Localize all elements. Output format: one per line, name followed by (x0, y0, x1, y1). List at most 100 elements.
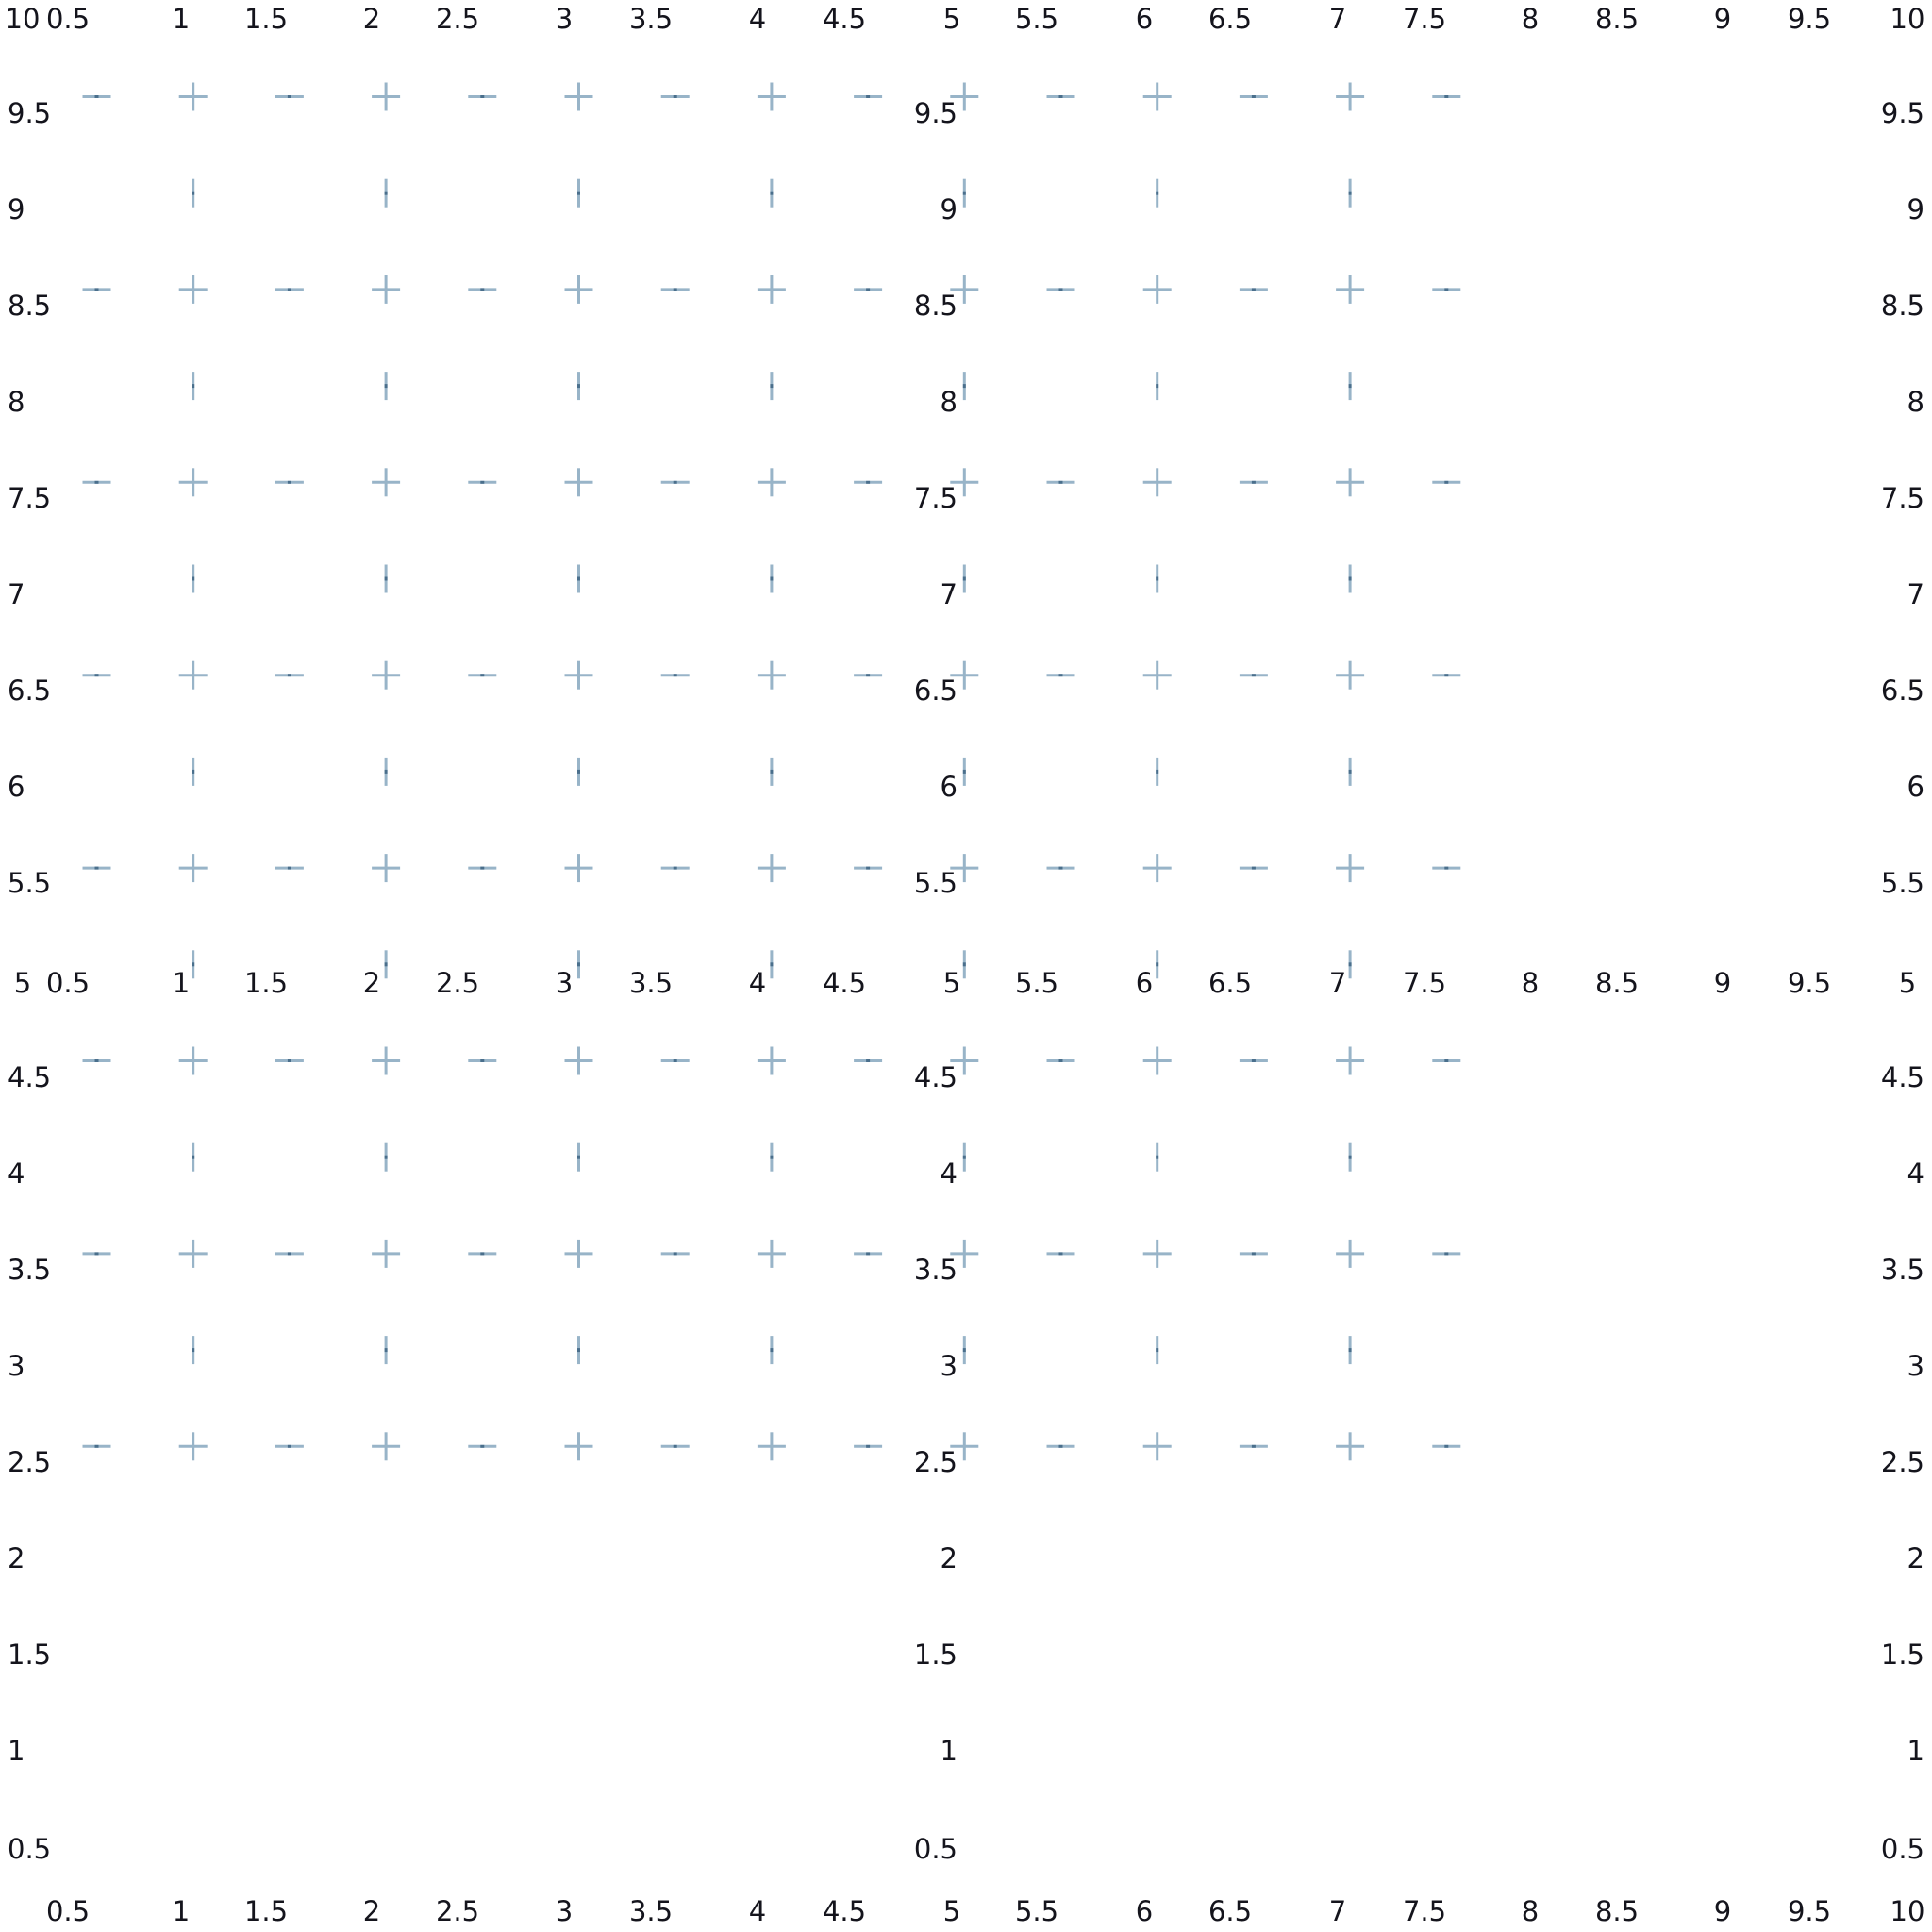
plus-mark (950, 1432, 979, 1461)
right-y-label: 4.5 (1881, 1061, 1924, 1093)
middle-x-label: 2 (363, 967, 380, 999)
left-y-label: 8.5 (8, 290, 51, 322)
plus-mark (564, 1432, 593, 1461)
plus-mark (1336, 1046, 1365, 1075)
right-y-label: 0.5 (1881, 1833, 1924, 1865)
plus-mark (564, 1239, 593, 1268)
top-x-label: 7 (1329, 3, 1346, 35)
plus-mark (372, 468, 401, 497)
bottom-x-label: 9 (1714, 1895, 1731, 1927)
bottom-x-label: 7.5 (1403, 1895, 1446, 1927)
bottom-x-label: 2 (363, 1895, 380, 1927)
bottom-x-label: 0.5 (46, 1895, 90, 1927)
middle-x-label: 1 (173, 967, 190, 999)
top-x-label: 8.5 (1595, 3, 1639, 35)
bottom-x-label: 4 (749, 1895, 766, 1927)
plus-mark (757, 1046, 786, 1075)
plus-mark (178, 854, 208, 883)
left-y-label: 1.5 (8, 1639, 51, 1671)
left-y-label: 3 (8, 1350, 25, 1382)
plus-mark (178, 1432, 208, 1461)
plus-mark (950, 275, 979, 304)
left-y-label: 7.5 (8, 482, 51, 514)
plus-mark (1336, 82, 1365, 111)
plus-mark (178, 82, 208, 111)
plus-mark (1336, 1432, 1365, 1461)
left-y-label: 6.5 (8, 675, 51, 707)
plus-mark (950, 660, 979, 690)
center-y-label: 7 (941, 578, 958, 610)
plus-mark (950, 1046, 979, 1075)
right-y-label: 8 (1907, 386, 1924, 418)
middle-x-label: 2.5 (436, 967, 479, 999)
middle-x-label: 9.5 (1788, 967, 1831, 999)
plus-mark (757, 275, 786, 304)
top-x-label: 8 (1522, 3, 1539, 35)
middle-x-label: 8 (1522, 967, 1539, 999)
right-y-label: 6.5 (1881, 675, 1924, 707)
center-y-label: 0.5 (914, 1833, 958, 1865)
left-y-label: 0.5 (8, 1833, 51, 1865)
middle-x-label: 3 (556, 967, 573, 999)
plus-mark (1336, 1239, 1365, 1268)
bottom-x-label: 10 (1890, 1895, 1925, 1927)
plus-mark (757, 1239, 786, 1268)
left-y-label: 9.5 (8, 97, 51, 129)
middle-x-label: 1.5 (244, 967, 288, 999)
top-x-label: 2 (363, 3, 380, 35)
right-y-label: 9.5 (1881, 97, 1924, 129)
bottom-x-label: 5 (943, 1895, 960, 1927)
plus-mark (1336, 275, 1365, 304)
left-y-label: 4.5 (8, 1061, 51, 1093)
plus-mark (178, 468, 208, 497)
top-x-label: 1.5 (244, 3, 288, 35)
right-y-label: 6 (1907, 771, 1924, 803)
left-y-label: 9 (8, 193, 25, 225)
plus-mark (757, 1432, 786, 1461)
top-x-label: 5 (943, 3, 960, 35)
top-x-label: 10 (6, 3, 41, 35)
left-y-label: 4 (8, 1158, 25, 1190)
bottom-x-label: 7 (1329, 1895, 1346, 1927)
plus-mark (1142, 1046, 1172, 1075)
top-x-label: 9.5 (1788, 3, 1831, 35)
center-y-label: 2 (941, 1542, 958, 1574)
middle-x-label: 6 (1136, 967, 1153, 999)
top-x-label: 2.5 (436, 3, 479, 35)
left-y-label: 7 (8, 578, 25, 610)
plus-mark (757, 660, 786, 690)
right-y-label: 2 (1907, 1542, 1924, 1574)
center-y-label: 3.5 (914, 1254, 958, 1286)
plus-mark (757, 468, 786, 497)
plus-mark (1142, 1432, 1172, 1461)
center-y-label: 9 (941, 193, 958, 225)
plus-mark (372, 82, 401, 111)
top-x-label: 5.5 (1015, 3, 1058, 35)
plus-mark (178, 275, 208, 304)
plus-mark (1142, 275, 1172, 304)
center-y-label: 8 (941, 386, 958, 418)
top-x-label: 3.5 (629, 3, 673, 35)
top-x-label: 9 (1714, 3, 1731, 35)
center-y-label: 4.5 (914, 1061, 958, 1093)
plus-mark (1142, 660, 1172, 690)
bottom-x-label: 2.5 (436, 1895, 479, 1927)
right-y-label: 8.5 (1881, 290, 1924, 322)
plus-mark (950, 82, 979, 111)
bottom-x-label: 9.5 (1788, 1895, 1831, 1927)
right-y-label: 7 (1907, 578, 1924, 610)
right-y-label: 3 (1907, 1350, 1924, 1382)
plus-mark (1142, 468, 1172, 497)
bottom-x-label: 3.5 (629, 1895, 673, 1927)
top-x-label: 1 (173, 3, 190, 35)
middle-x-label: 5 (1899, 967, 1916, 999)
right-y-label: 1 (1907, 1735, 1924, 1767)
bottom-x-label: 1.5 (244, 1895, 288, 1927)
top-x-label: 6 (1136, 3, 1153, 35)
top-x-label: 6.5 (1208, 3, 1252, 35)
left-y-label: 6 (8, 771, 25, 803)
right-y-label: 7.5 (1881, 482, 1924, 514)
left-y-label: 5.5 (8, 867, 51, 899)
middle-x-label: 3.5 (629, 967, 673, 999)
